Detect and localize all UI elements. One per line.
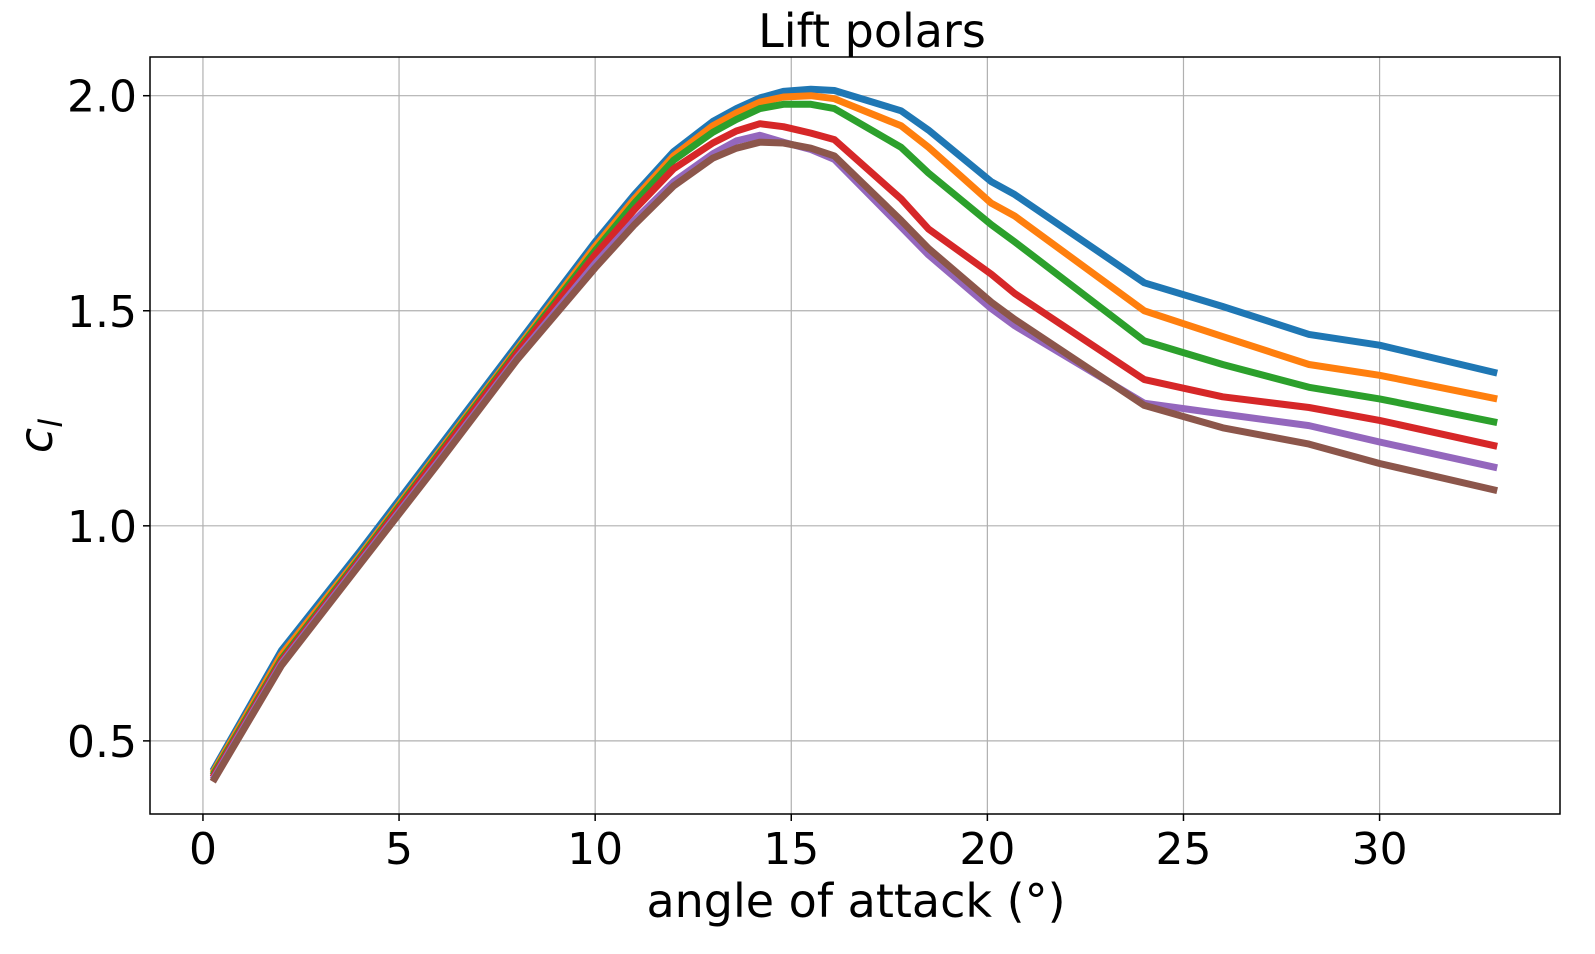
series-line-5	[209, 131, 1498, 782]
ticks: 0 5 10 15 20 25 30 0.5 1.0 1.5 2.0	[67, 72, 1408, 875]
y-axis-label-main: c	[9, 428, 63, 453]
x-tick-label: 5	[385, 824, 413, 875]
x-tick-label: 30	[1352, 824, 1408, 875]
series-line-4	[209, 120, 1498, 780]
x-tick-label: 20	[959, 824, 1015, 875]
chart-title: Lift polars	[758, 4, 986, 58]
y-tick-label: 1.5	[67, 287, 137, 338]
x-tick-label: 15	[763, 824, 819, 875]
series-line-2	[209, 92, 1498, 775]
x-axis-label: angle of attack (°)	[646, 874, 1065, 928]
x-tick-label: 10	[567, 824, 623, 875]
series-lines	[209, 85, 1499, 784]
y-axis-label-subscript: l	[32, 419, 70, 428]
y-tick-label: 2.0	[67, 72, 137, 123]
plot-frame	[149, 56, 1561, 815]
y-tick-label: 1.0	[67, 502, 137, 553]
x-tick-label: 0	[189, 824, 217, 875]
series-line-1	[209, 85, 1499, 773]
y-tick-label: 0.5	[67, 717, 137, 768]
grid	[150, 57, 1560, 814]
x-tick-label: 25	[1155, 824, 1211, 875]
series-line-6	[209, 138, 1498, 784]
y-axis-label: cl	[9, 419, 70, 453]
